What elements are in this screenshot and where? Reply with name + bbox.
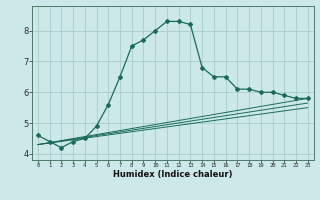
X-axis label: Humidex (Indice chaleur): Humidex (Indice chaleur) [113, 170, 233, 179]
